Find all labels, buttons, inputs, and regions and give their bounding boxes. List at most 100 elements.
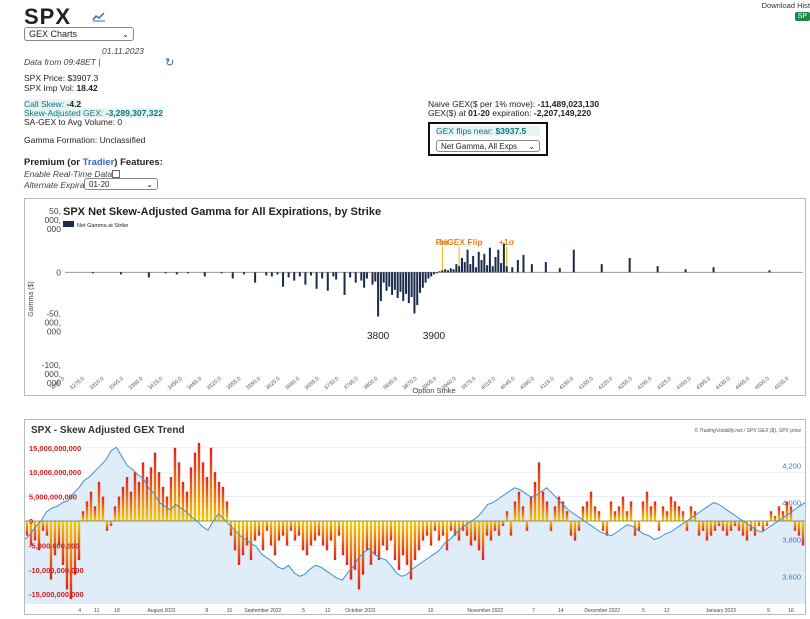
gamma-bar [399,272,402,292]
gex-bar [553,506,557,521]
gamma-bar [502,243,505,273]
gex-bar [193,452,197,521]
x-tick-label: January 2023 [706,608,737,614]
x-tick-label: 14 [558,608,564,614]
download-button[interactable]: SP [794,12,810,21]
gamma-bar [393,272,396,290]
gex-bar [665,511,669,521]
gamma-bar [458,266,461,273]
x-tick-label: 4325.0 [656,376,673,391]
gamma-bar [466,249,469,273]
gamma-bar [446,270,449,273]
gamma-bar [460,257,463,273]
refresh-icon[interactable]: ↻ [165,57,175,69]
gex-bar [357,521,361,590]
chevron-down-icon: ⌄ [528,141,535,151]
x-tick-label: 3975.0 [460,376,477,391]
gex-bar [781,511,785,521]
gex-bar [65,521,69,590]
alt-exp-select[interactable]: 01-20 ⌄ [84,178,158,190]
gex-bar [773,516,777,521]
gex-bar [245,521,249,546]
gamma-bar [435,272,438,274]
gex-bar [121,486,125,521]
x-tick-label: 4360.0 [676,376,693,391]
gex-bar [729,521,733,531]
gamma-bar [424,272,427,283]
y-left-tick-label: 5,000,000,000 [29,493,77,502]
gamma-bar [203,272,206,277]
gex-bar [293,521,297,541]
gex-bar [233,521,237,551]
gex-bar [449,521,453,531]
x-tick-label: 3730.0 [323,376,340,391]
gamma-bar [276,272,279,275]
gamma-bar [360,272,363,281]
gex-bar [493,521,497,531]
chart-type-select[interactable]: GEX Charts ⌄ [24,27,134,41]
gex-bar [153,452,157,521]
realtime-checkbox[interactable] [112,170,120,178]
gex-bar [653,501,657,521]
gex-bar [313,521,317,541]
gex-bar [161,486,165,521]
gamma-bar [287,272,290,278]
gamma-bar [147,272,150,278]
strike-annotation: 3800 [367,331,390,342]
gex-bar [145,477,149,521]
gamma-bar [396,272,399,298]
gamma-view-select[interactable]: Net Gamma, All Exps ⌄ [436,140,540,152]
gex-bar [645,491,649,521]
x-tick-label: 4290.0 [637,376,654,391]
y-left-tick-label: 15,000,000,000 [29,444,81,453]
call-skew: Call Skew: -4.2 [24,99,82,109]
x-tick-label: 3625.0 [265,376,282,391]
gex-bar [225,501,229,521]
gamma-bar [511,267,514,273]
gamma-bar [480,260,483,273]
gex-bar [557,496,561,521]
x-tick-label: October 2022 [345,608,376,614]
gamma-bar [405,272,408,294]
gex-bar [385,521,389,551]
gex-at-expiration: GEX($) at 01-20 expiration: -2,207,149,2… [428,108,592,118]
gamma-bar [343,272,346,295]
tradier-link[interactable]: Tradier [82,157,115,168]
gamma-bar [379,272,382,302]
gamma-bar [452,269,455,273]
gex-bar [609,501,613,521]
gex-bar [637,521,641,531]
gamma-bar [491,266,494,273]
line-chart-icon[interactable] [92,12,106,22]
gex-bar [169,477,173,521]
gex-bar [97,481,101,521]
gamma-bar [164,272,167,274]
gex-bar [673,501,677,521]
gamma-bar [441,270,444,273]
gamma-bar [684,269,687,273]
skew-adjusted-gex: Skew-Adjusted GEX: -3,289,307,322 [24,108,163,118]
gex-bar [497,521,501,536]
x-tick-label: 4535.0 [774,376,791,391]
gex-bar [725,521,729,536]
gex-bar [689,506,693,521]
x-tick-label: 3800.0 [363,376,380,391]
gamma-bar [522,254,525,273]
gamma-bar [242,272,245,275]
spx-imp-vol: SPX Imp Vol: 18.42 [24,83,98,93]
x-tick-label: 3695.0 [304,376,321,391]
x-tick-label: 4255.0 [617,376,634,391]
gamma-bar [472,255,475,273]
gex-bar [521,506,525,521]
x-tick-label: 4395.0 [695,376,712,391]
gex-bar [129,491,133,521]
x-tick-label: 3660.0 [284,376,301,391]
gex-bar [661,506,665,521]
gamma-bar [477,251,480,273]
gex-bar [581,506,585,521]
gamma-bar [421,272,424,288]
download-history-link[interactable]: Download Hist [761,1,810,10]
gex-bar [253,521,257,541]
gamma-bar [365,272,368,279]
gamma-bar [326,272,329,291]
